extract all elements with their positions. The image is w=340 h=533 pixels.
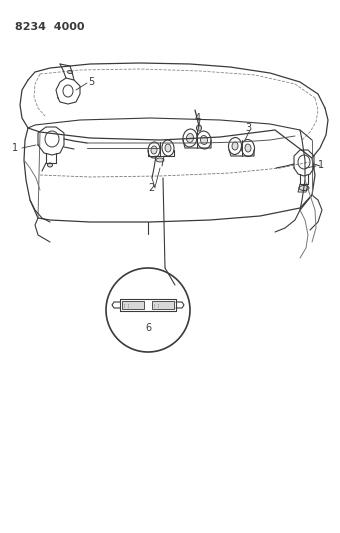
Ellipse shape xyxy=(241,140,255,157)
Ellipse shape xyxy=(165,144,171,152)
Text: 2: 2 xyxy=(148,183,154,193)
Ellipse shape xyxy=(186,134,193,142)
Bar xyxy=(152,301,174,309)
Text: 3: 3 xyxy=(245,123,251,133)
Ellipse shape xyxy=(232,142,238,150)
Ellipse shape xyxy=(228,138,241,155)
Ellipse shape xyxy=(45,131,59,147)
Circle shape xyxy=(106,268,190,352)
Ellipse shape xyxy=(299,185,309,190)
Ellipse shape xyxy=(197,125,202,131)
Ellipse shape xyxy=(148,142,160,158)
Text: 1: 1 xyxy=(318,160,324,170)
Ellipse shape xyxy=(48,163,52,167)
Ellipse shape xyxy=(151,146,157,154)
Bar xyxy=(122,301,144,309)
Text: 6: 6 xyxy=(145,323,151,333)
Text: 5: 5 xyxy=(88,77,94,87)
Ellipse shape xyxy=(162,140,174,156)
Ellipse shape xyxy=(156,158,164,162)
Ellipse shape xyxy=(197,131,211,149)
Ellipse shape xyxy=(245,144,251,152)
Text: 1: 1 xyxy=(12,143,18,153)
Text: 4: 4 xyxy=(195,113,201,123)
Ellipse shape xyxy=(201,135,207,144)
Ellipse shape xyxy=(183,129,197,147)
Ellipse shape xyxy=(298,155,310,169)
Ellipse shape xyxy=(63,85,73,97)
Ellipse shape xyxy=(68,70,72,74)
Text: 8234  4000: 8234 4000 xyxy=(15,22,85,32)
